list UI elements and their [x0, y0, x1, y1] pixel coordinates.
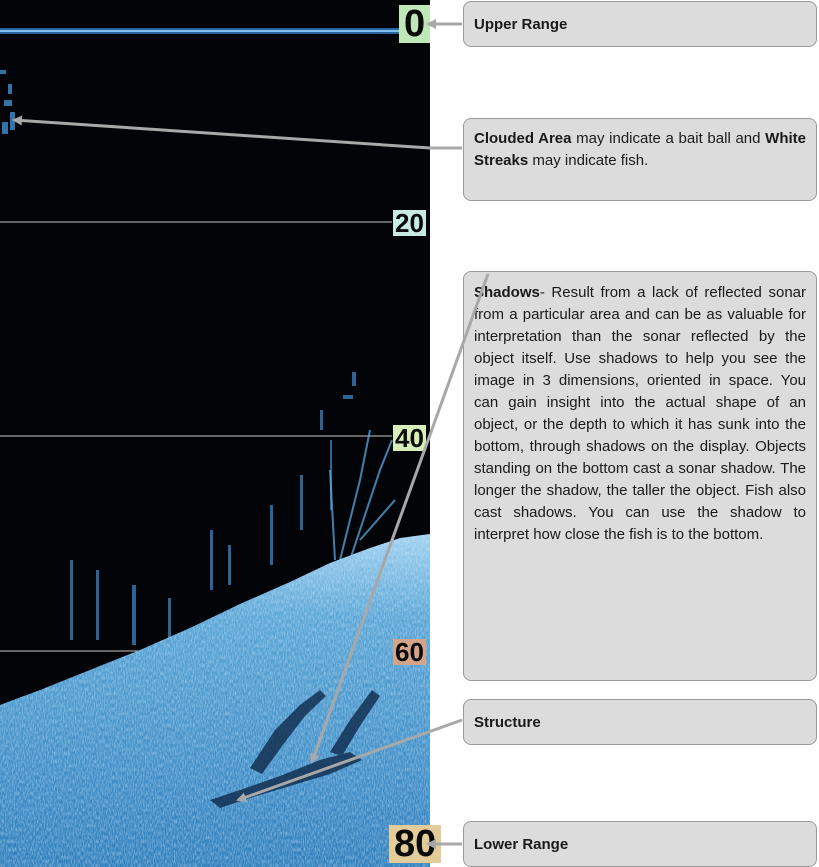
depth-label-40: 40 — [393, 423, 426, 453]
clouded-area-text: may indicate a bait ball and — [571, 130, 766, 147]
depth-label-upper: 0 — [399, 5, 431, 43]
depth-label-20: 20 — [393, 208, 426, 238]
callout-upper-range: Upper Range — [463, 1, 817, 47]
surface-line — [0, 30, 400, 32]
clouded-area — [0, 70, 15, 134]
clouded-area-term: Clouded Area — [474, 130, 572, 147]
shadows-term: Shadows — [474, 284, 540, 301]
callout-lower-range-label: Lower Range — [474, 836, 569, 853]
callout-structure: Structure — [463, 699, 817, 745]
sonar-image — [0, 28, 430, 867]
shadows-description: - Result from a lack of reflected sonar … — [474, 284, 806, 543]
callout-clouded-area: Clouded Area may indicate a bait ball an… — [463, 118, 817, 201]
callout-structure-label: Structure — [474, 714, 541, 731]
depth-label-lower: 80 — [389, 825, 442, 863]
sonar-display: 0 20 40 60 80 — [0, 0, 442, 867]
callout-upper-range-label: Upper Range — [474, 16, 568, 33]
depth-label-60: 60 — [393, 637, 426, 667]
structure-branches — [329, 429, 396, 561]
white-streaks-term: White Streaks — [474, 130, 806, 169]
callout-lower-range: Lower Range — [463, 821, 817, 867]
white-streaks-text: may indicate fish. — [528, 152, 649, 169]
callout-shadows: Shadows- Result from a lack of reflected… — [463, 271, 817, 681]
